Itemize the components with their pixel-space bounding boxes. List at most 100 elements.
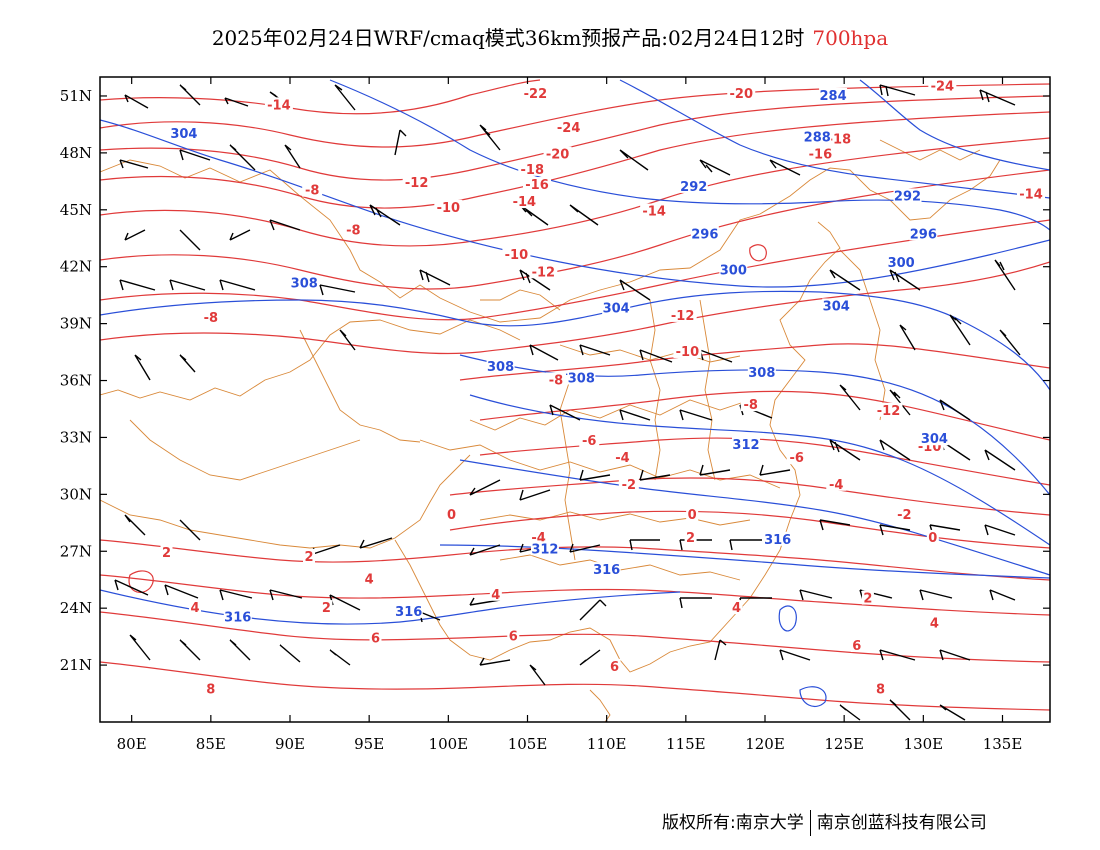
title-level: 700hpa: [812, 26, 889, 50]
isotherm-label-bg: [204, 681, 217, 696]
geopotential-label: 308: [568, 372, 595, 387]
map-plot-area: -14-22-24-20-18-16-12-14-8-10-8-14-10-12…: [100, 78, 1050, 722]
geopotential-label-bg: [530, 541, 559, 556]
isotherm-label-bg: [529, 264, 558, 279]
isotherm-label-bg: [668, 307, 697, 322]
lon-tick-label: 90E: [275, 735, 305, 753]
isotherm-label-bg: [874, 681, 887, 696]
geopotential-label: 288: [804, 131, 831, 146]
lon-tick-label: 85E: [196, 735, 226, 753]
isotherm-label-bg: [343, 222, 364, 237]
isotherm-label: -12: [405, 176, 429, 191]
lon-axis: 80E 85E 90E 95E 100E 105E 110E 115E 120E 125E 130E…: [117, 77, 1022, 753]
isotherm-label-bg: [507, 628, 520, 643]
isotherm-label: -14: [1019, 188, 1043, 203]
geopotential-label: 304: [921, 432, 948, 447]
isotherm-label-bg: [543, 146, 572, 161]
isotherm-label-bg: [579, 433, 600, 448]
geopotential-label-bg: [909, 226, 938, 241]
isotherm-label-bg: [727, 85, 756, 100]
isotherm-label: -20: [730, 87, 754, 102]
isotherm-label: 6: [610, 660, 619, 675]
isotherm-label-bg: [928, 78, 957, 93]
geopotential-label: 304: [603, 301, 630, 316]
geopotential-label-bg: [567, 370, 596, 385]
footer-right: 南京创蓝科技有限公司: [816, 813, 987, 833]
isotherm-label: -8: [549, 373, 563, 388]
isotherm-label: -14: [513, 195, 537, 210]
isotherm-label: -20: [546, 148, 570, 163]
isotherm-label-bg: [825, 131, 854, 146]
isotherm-label-bg: [618, 476, 639, 491]
isotherm-label-bg: [302, 182, 323, 197]
isotherm-label-bg: [806, 146, 835, 161]
geopotential-label: 316: [764, 533, 791, 548]
isotherm-label-bg: [730, 600, 743, 615]
isotherm-label: -24: [931, 79, 955, 94]
lat-tick-label: 51N: [60, 87, 92, 105]
isotherm-label: -8: [346, 224, 360, 239]
geopotential-label-bg: [394, 603, 423, 618]
isotherm-label: -24: [557, 121, 581, 136]
isotherm-label: -10: [676, 345, 700, 360]
isotherm-label: 2: [322, 601, 331, 616]
geopotential-label: 316: [593, 563, 620, 578]
isotherm-label: 6: [852, 639, 861, 654]
isotherm-label: 0: [688, 508, 697, 523]
geopotential-label-bg: [893, 188, 922, 203]
isotherm-label: 2: [863, 592, 872, 607]
isotherm-label-bg: [786, 450, 807, 465]
geopotential-label-bg: [592, 562, 621, 577]
isotherm-label: 6: [509, 630, 518, 645]
geopotential-label-bg: [732, 436, 760, 451]
isotherm-label: -8: [744, 398, 758, 413]
isotherm-label: -6: [789, 451, 803, 466]
isotherm-label: 6: [371, 631, 380, 646]
lat-tick-label: 33N: [60, 428, 92, 446]
lat-tick-label: 30N: [60, 485, 92, 503]
geopotential-label-bg: [486, 359, 515, 374]
geopotential-label: 292: [894, 189, 921, 204]
lat-tick-label: 48N: [60, 144, 92, 162]
geopotential-label: 304: [170, 127, 197, 142]
geopotential-label-bg: [803, 129, 832, 144]
isotherm-label-bg: [826, 476, 847, 491]
isotherm-label: 0: [928, 531, 937, 546]
isotherm-label: 4: [190, 601, 199, 616]
isotherm-label-bg: [684, 529, 697, 544]
chart-title: 2025年02月24日WRF/cmaq模式36km预报产品:02月24日12时 7…: [0, 22, 1100, 51]
lon-tick-label: 115E: [666, 735, 706, 753]
title-main: 2025年02月24日WRF/cmaq模式36km预报产品:02月24日12时: [211, 26, 805, 50]
isotherm-label: -10: [437, 201, 461, 216]
geopotential-label-bg: [920, 431, 949, 446]
geopotential-label: 300: [720, 263, 747, 278]
isotherm-label-bg: [740, 397, 761, 412]
isotherm-label-bg: [874, 402, 903, 417]
isotherm-label-bg: [510, 194, 539, 209]
lon-tick-label: 80E: [117, 735, 147, 753]
isotherm-label-bg: [1017, 186, 1045, 201]
geopotential-label: 312: [531, 542, 558, 557]
isotherm-label-bg: [523, 177, 551, 192]
lat-axis: 51N 48N 45N 42N 39N 36N 33N 30N 27N 24N 21N: [60, 87, 1050, 674]
isotherm-label: 4: [365, 573, 374, 588]
lat-tick-label: 21N: [60, 656, 92, 674]
isotherm-label-bg: [640, 203, 669, 218]
footer-left: 版权所有:南京大学: [662, 813, 804, 833]
isotherm-label: -12: [877, 404, 901, 419]
isotherm-label: 0: [447, 508, 456, 523]
isotherm-label-bg: [303, 548, 315, 563]
geopotential-label-bg: [822, 298, 851, 313]
isotherm-label: -4: [615, 451, 629, 466]
map-frame: [99, 76, 1051, 723]
isotherm-label-bg: [926, 529, 939, 544]
isotherm-label: 4: [732, 601, 741, 616]
geopotential-label: 308: [748, 366, 775, 381]
isotherm-label: -16: [809, 148, 833, 163]
isotherm-label: -2: [622, 478, 636, 493]
geopotential-label-bg: [719, 262, 748, 277]
geopotential-label-bg: [290, 275, 319, 290]
isotherm-label: 4: [491, 588, 500, 603]
isotherm-label-bg: [528, 529, 549, 544]
